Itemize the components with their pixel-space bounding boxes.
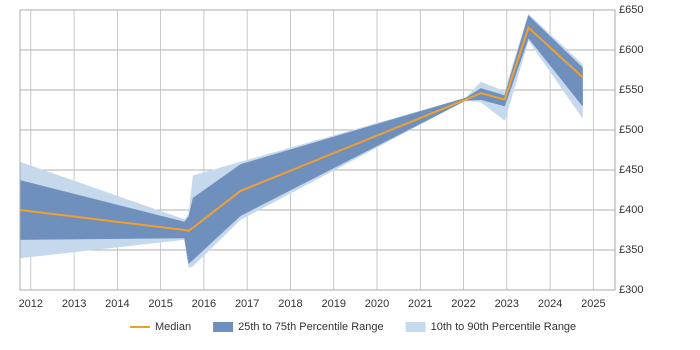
legend-label: 10th to 90th Percentile Range: [431, 321, 577, 333]
y-tick-label: £400: [619, 204, 643, 216]
x-tick-label: 2018: [278, 298, 302, 310]
x-tick-label: 2017: [235, 298, 259, 310]
y-tick-label: £350: [619, 244, 643, 256]
x-tick-label: 2019: [321, 298, 345, 310]
x-tick-label: 2023: [495, 298, 519, 310]
legend-label: Median: [155, 321, 191, 333]
y-tick-label: £450: [619, 164, 643, 176]
x-tick-label: 2016: [192, 298, 216, 310]
x-tick-label: 2013: [62, 298, 86, 310]
x-tick-label: 2022: [451, 298, 475, 310]
median-line: [19, 25, 584, 232]
legend-swatch: [405, 322, 426, 332]
y-tick-label: £650: [619, 4, 643, 16]
x-tick-label: 2021: [408, 298, 432, 310]
y-tick-label: £500: [619, 124, 643, 136]
y-tick-label: £550: [619, 84, 643, 96]
x-tick-label: 2014: [105, 298, 129, 310]
legend-label: 25th to 75th Percentile Range: [238, 321, 384, 333]
y-tick-label: £600: [619, 44, 643, 56]
percentile-band: [19, 15, 583, 265]
plot-border: [19, 9, 616, 291]
x-tick-label: 2012: [19, 298, 43, 310]
x-tick-label: 2020: [365, 298, 389, 310]
legend-swatch: [213, 322, 234, 332]
x-tick-label: 2024: [538, 298, 562, 310]
x-tick-label: 2015: [148, 298, 172, 310]
y-tick-label: £300: [619, 284, 643, 296]
x-tick-label: 2025: [581, 298, 605, 310]
